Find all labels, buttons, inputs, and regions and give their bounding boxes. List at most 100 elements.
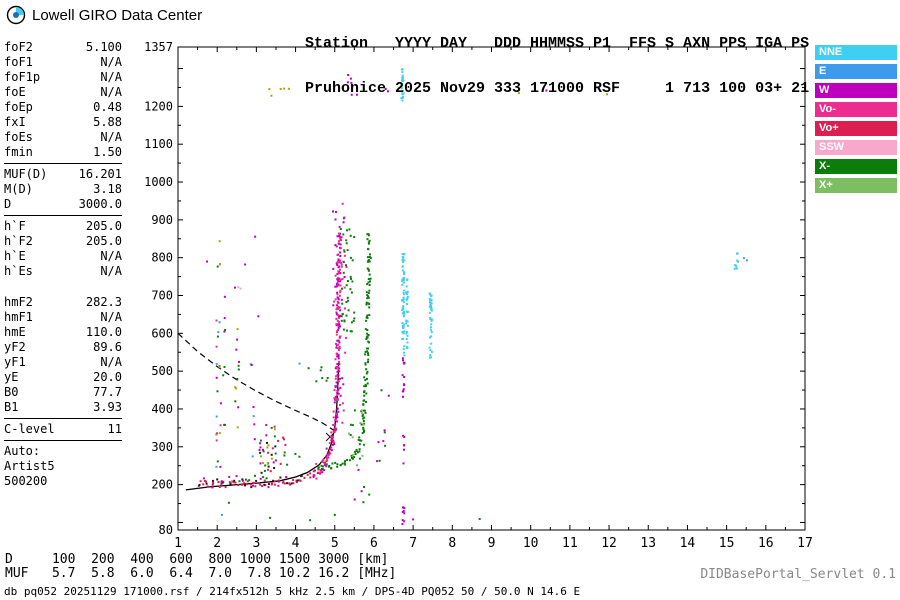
legend-item-vo: Vo- [815,102,897,117]
svg-text:17: 17 [797,536,813,551]
muf-scale-row: MUF 5.7 5.8 6.0 6.4 7.0 7.8 10.2 16.2 [M… [5,566,397,581]
param-label: h`Es [4,264,33,278]
station-header: Station YYYY DAY DDD HHMMSS P1 FFS S AXN… [305,6,809,126]
svg-text:700: 700 [151,288,173,302]
param-value: N/A [100,130,122,144]
param-row-b0: B0 77.7 [4,385,122,400]
param-row-hmf2: hmF2 282.3 [4,295,122,310]
param-value: 3.18 [93,182,122,196]
param-row-mufd: MUF(D) 16.201 [4,167,122,182]
svg-text:15: 15 [719,536,735,551]
param-value: 20.0 [93,370,122,384]
svg-text:200: 200 [151,478,173,492]
svg-text:1357: 1357 [144,40,173,54]
legend-item-vo: Vo+ [815,121,897,136]
distance-scale-row: D 100 200 400 600 800 1000 1500 3000 [km… [5,552,389,567]
param-row-hes: h`Es N/A [4,264,122,279]
param-label: h`E [4,249,26,263]
param-row-b1: B1 3.93 [4,400,122,415]
param-label: fxI [4,115,26,129]
param-label: foF2 [4,40,33,54]
svg-text:300: 300 [151,440,173,454]
param-value: 5.100 [85,40,122,54]
station-header-line2: Pruhonice 2025 Nov29 333 171000 RSF 1 71… [305,80,810,97]
param-value: 77.7 [93,385,122,399]
param-label: MUF(D) [4,167,48,181]
svg-text:5: 5 [331,536,339,551]
param-row-foes: foEs N/A [4,130,122,145]
param-label: B1 [4,400,19,414]
status-bar: db pq052 20251129 171000.rsf / 214fx512h… [4,585,581,598]
param-row-hf2: h`F2 205.0 [4,234,122,249]
param-value: N/A [100,249,122,263]
param-row-fof2: foF2 5.100 [4,40,122,55]
svg-text:11: 11 [562,536,578,551]
param-value: N/A [100,264,122,278]
param-value: 0.48 [93,100,122,114]
param-label: B0 [4,385,19,399]
param-row-hme: hmE 110.0 [4,325,122,340]
param-row-yf2: yF2 89.6 [4,340,122,355]
param-row-hf: h`F 205.0 [4,219,122,234]
svg-text:2: 2 [213,536,221,551]
param-label: M(D) [4,182,33,196]
param-value: N/A [100,85,122,99]
param-row-he: h`E N/A [4,249,122,264]
param-row-md: M(D) 3.18 [4,182,122,197]
param-value: 89.6 [93,340,122,354]
parameter-panel: foF2 5.100 foF1 N/A foF1p N/A foE N/A foEp 0.48 fx… [4,40,122,489]
svg-text:3: 3 [252,536,260,551]
svg-text:6: 6 [370,536,378,551]
param-label: 500200 [4,474,48,488]
svg-text:4: 4 [292,536,300,551]
param-value: 5.88 [93,115,122,129]
param-row-artist5: Artist5 [4,459,122,474]
svg-text:1200: 1200 [144,99,173,113]
param-label: C-level [4,422,55,436]
param-label: hmF1 [4,310,33,324]
app-title: Lowell GIRO Data Center [32,6,203,24]
param-label: foEp [4,100,33,114]
param-label: foF1 [4,55,33,69]
param-group: h`F 205.0 h`F2 205.0 h`E N/A h`Es N/A [4,215,122,279]
svg-text:14: 14 [680,536,696,551]
param-row-foe: foE N/A [4,85,122,100]
svg-text:9: 9 [488,536,496,551]
param-label: hmE [4,325,26,339]
param-row-fof1p: foF1p N/A [4,70,122,85]
param-value: 205.0 [85,234,122,248]
param-value: 1.50 [93,145,122,159]
param-label: hmF2 [4,295,33,309]
param-row-d: D 3000.0 [4,197,122,212]
param-label: Auto: [4,444,41,458]
param-row-ye: yE 20.0 [4,370,122,385]
param-row-auto: Auto: [4,444,122,459]
param-value: 110.0 [85,325,122,339]
legend-item-w: W [815,83,897,98]
param-group: hmF2 282.3 hmF1 N/A hmE 110.0 yF2 89.6 yF1 N/A yE 2… [4,295,122,415]
svg-text:12: 12 [601,536,617,551]
svg-text:16: 16 [758,536,774,551]
param-label: foEs [4,130,33,144]
svg-text:13: 13 [640,536,656,551]
param-value: 205.0 [85,219,122,233]
param-group: C-level 11 [4,418,122,437]
svg-text:600: 600 [151,326,173,340]
station-header-line1: Station YYYY DAY DDD HHMMSS P1 FFS S AXN… [305,35,810,52]
param-group: MUF(D) 16.201 M(D) 3.18 D 3000.0 [4,163,122,212]
param-label: h`F2 [4,234,33,248]
svg-text:1000: 1000 [144,175,173,189]
param-row-500200: 500200 [4,474,122,489]
param-row-fxi: fxI 5.88 [4,115,122,130]
param-label: yF2 [4,340,26,354]
param-row-hmf1: hmF1 N/A [4,310,122,325]
brand: Lowell GIRO Data Center [6,5,202,25]
param-value: N/A [100,355,122,369]
param-group: foF2 5.100 foF1 N/A foF1p N/A foE N/A foEp 0.48 fx… [4,40,122,160]
svg-text:800: 800 [151,251,173,265]
param-label: fmin [4,145,33,159]
param-label: yE [4,370,19,384]
param-value: N/A [100,55,122,69]
